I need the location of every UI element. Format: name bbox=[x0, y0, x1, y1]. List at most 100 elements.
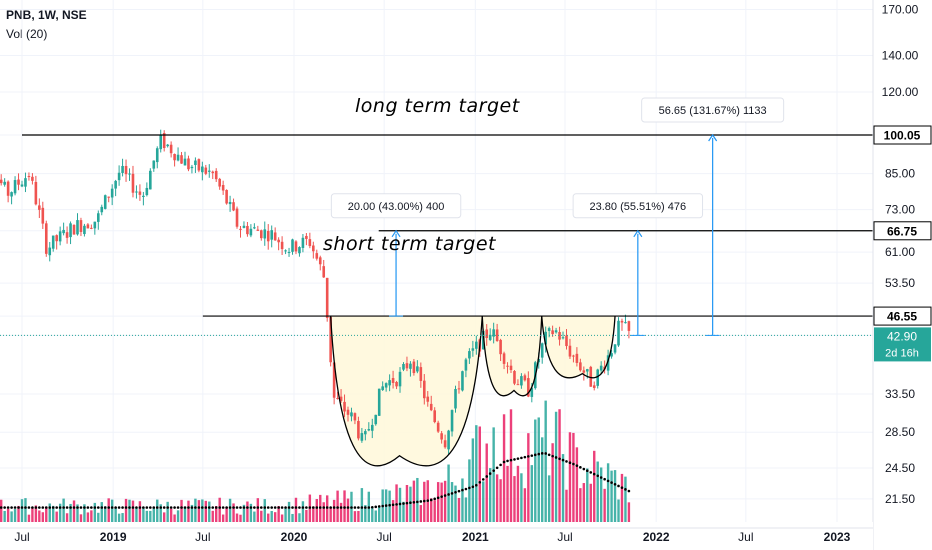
volume-ma-dot bbox=[322, 506, 326, 509]
volume-bar bbox=[544, 400, 547, 522]
volume-ma-dot bbox=[76, 506, 79, 509]
volume-ma-dot bbox=[346, 506, 350, 509]
volume-ma-dot bbox=[128, 506, 131, 509]
volume-ma-dot bbox=[207, 506, 211, 509]
candle-body bbox=[176, 154, 180, 161]
volume-bar bbox=[294, 497, 298, 522]
candle-body bbox=[336, 398, 339, 400]
volume-bar bbox=[6, 508, 10, 522]
candle-body bbox=[142, 195, 145, 197]
annotation-long-term-target: long term target bbox=[355, 95, 521, 117]
candle-body bbox=[527, 378, 530, 397]
candle-body bbox=[138, 191, 142, 195]
volume-ma-dot bbox=[194, 506, 197, 509]
time-tick-label: Jul bbox=[376, 530, 391, 544]
volume-ma-dot bbox=[606, 479, 610, 483]
measure-arrow-head bbox=[708, 133, 718, 142]
volume-bar bbox=[499, 479, 502, 522]
candle-body bbox=[225, 189, 228, 204]
candle-body bbox=[31, 176, 34, 181]
volume-ma-dot bbox=[318, 506, 322, 509]
candle-body bbox=[488, 334, 492, 340]
volume-bar bbox=[475, 425, 478, 522]
volume-ma-dot bbox=[485, 475, 489, 478]
volume-ma-dot bbox=[266, 506, 270, 509]
volume-ma-dot bbox=[592, 472, 596, 476]
candle-body bbox=[499, 339, 502, 355]
time-tick-label: 2021 bbox=[462, 530, 489, 544]
volume-bar bbox=[38, 510, 41, 522]
volume-bar bbox=[121, 513, 124, 522]
volume-ma-dot bbox=[232, 506, 235, 509]
volume-ma-dot bbox=[364, 506, 367, 509]
level-tag-box bbox=[873, 125, 932, 145]
candle-body bbox=[506, 365, 509, 367]
volume-bar bbox=[83, 504, 86, 522]
candle-body bbox=[610, 353, 613, 357]
volume-ma-dot bbox=[121, 506, 124, 509]
volume-ma-dot bbox=[343, 506, 346, 509]
volume-bar bbox=[232, 503, 235, 522]
volume-ma-dot bbox=[65, 506, 69, 509]
volume-bar bbox=[391, 500, 395, 522]
candle-body bbox=[447, 430, 450, 450]
volume-ma-dot bbox=[391, 503, 395, 507]
volume-bar bbox=[565, 489, 568, 522]
volume-ma-dot bbox=[360, 506, 364, 509]
volume-ma-dot bbox=[617, 484, 620, 488]
volume-ma-dot bbox=[558, 457, 561, 461]
candle-body bbox=[232, 202, 235, 211]
candle-body bbox=[440, 433, 443, 440]
volume-bar bbox=[488, 468, 492, 522]
candle-body bbox=[565, 335, 568, 347]
volume-ma-dot bbox=[69, 506, 72, 509]
volume-ma-dot bbox=[62, 506, 65, 509]
candle-body bbox=[48, 247, 52, 256]
candle-body bbox=[187, 158, 190, 170]
candle-body bbox=[620, 320, 624, 323]
volume-ma-dot bbox=[55, 506, 58, 509]
candle-body bbox=[270, 230, 274, 240]
volume-bar bbox=[440, 482, 443, 522]
volume-bar bbox=[471, 438, 475, 522]
volume-bar bbox=[301, 501, 305, 522]
volume-ma-dot bbox=[107, 506, 111, 509]
volume-ma-dot bbox=[471, 485, 475, 489]
volume-ma-dot bbox=[3, 506, 6, 509]
candle-body bbox=[287, 251, 291, 253]
volume-bar bbox=[267, 513, 270, 522]
candle-body bbox=[426, 396, 430, 402]
volume-bar bbox=[291, 513, 294, 522]
candle-body bbox=[152, 160, 156, 169]
volume-ma-dot bbox=[610, 481, 613, 484]
candle-body bbox=[551, 330, 554, 335]
volume-bar bbox=[104, 506, 107, 522]
time-tick-label: Jul bbox=[195, 530, 210, 544]
volume-ma-dot bbox=[183, 506, 187, 509]
volume-bar bbox=[610, 470, 613, 522]
volume-ma-dot bbox=[527, 455, 530, 458]
candle-body bbox=[117, 172, 121, 181]
volume-ma-dot bbox=[48, 506, 52, 509]
volume-bar bbox=[287, 501, 291, 522]
candle-body bbox=[613, 344, 617, 353]
volume-ma-dot bbox=[6, 506, 10, 509]
volume-bar bbox=[360, 488, 364, 522]
volume-bar bbox=[159, 504, 162, 522]
volume-ma-dot bbox=[422, 499, 426, 503]
volume-ma-dot bbox=[27, 506, 31, 509]
volume-ma-dot bbox=[270, 506, 274, 509]
volume-bar bbox=[534, 419, 537, 522]
volume-bar bbox=[596, 461, 599, 522]
candle-body bbox=[284, 250, 287, 252]
volume-ma-dot bbox=[447, 493, 450, 496]
candle-body bbox=[253, 227, 256, 229]
volume-ma-dot bbox=[575, 464, 579, 467]
volume-ma-dot bbox=[273, 506, 277, 509]
candle-body bbox=[461, 371, 464, 391]
volume-ma-dot bbox=[211, 506, 215, 509]
measure-arrow-head bbox=[391, 229, 401, 238]
candle-body bbox=[592, 385, 596, 388]
candle-body bbox=[155, 148, 159, 163]
